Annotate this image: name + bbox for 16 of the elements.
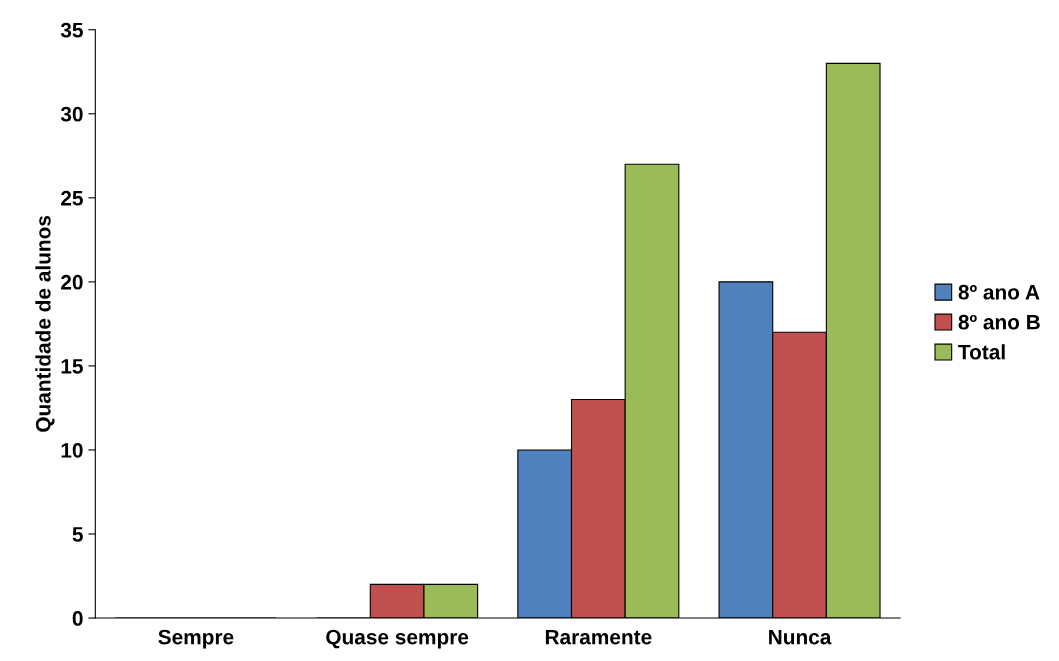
y-tick-label: 5: [72, 527, 83, 542]
x-tick-label: Nunca: [769, 629, 832, 645]
x-tick-label: Sempre: [158, 629, 234, 649]
y-tick-label: 15: [61, 359, 83, 374]
x-tick-label: Raramente: [545, 629, 652, 645]
y-tick-label: 25: [61, 190, 83, 206]
y-tick-label: 20: [61, 274, 83, 290]
legend-label: 8º ano B: [958, 314, 1040, 330]
y-tick-label: 30: [60, 106, 83, 122]
legend-label: 8º ano A: [958, 284, 1040, 300]
y-axis-title: Quantidade de alunos: [35, 215, 55, 432]
legend-label: Total: [958, 344, 1005, 360]
y-tick-label: 0: [72, 611, 83, 626]
x-tick-label: Quase sempre: [326, 629, 469, 649]
y-tick-label: 35: [60, 22, 83, 38]
y-tick-label: 10: [61, 442, 83, 458]
